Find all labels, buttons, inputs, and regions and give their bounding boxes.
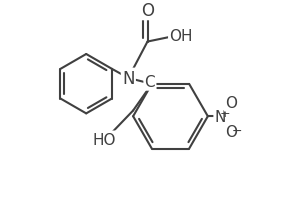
Text: HO: HO [93, 132, 116, 147]
Text: O: O [225, 124, 237, 139]
Text: −: − [232, 124, 242, 137]
Text: +: + [219, 106, 230, 119]
Text: O: O [225, 96, 237, 111]
Text: O: O [141, 2, 154, 20]
Text: N: N [122, 70, 135, 88]
Text: OH: OH [169, 29, 193, 44]
Text: N: N [214, 109, 226, 124]
Text: C: C [145, 75, 155, 90]
